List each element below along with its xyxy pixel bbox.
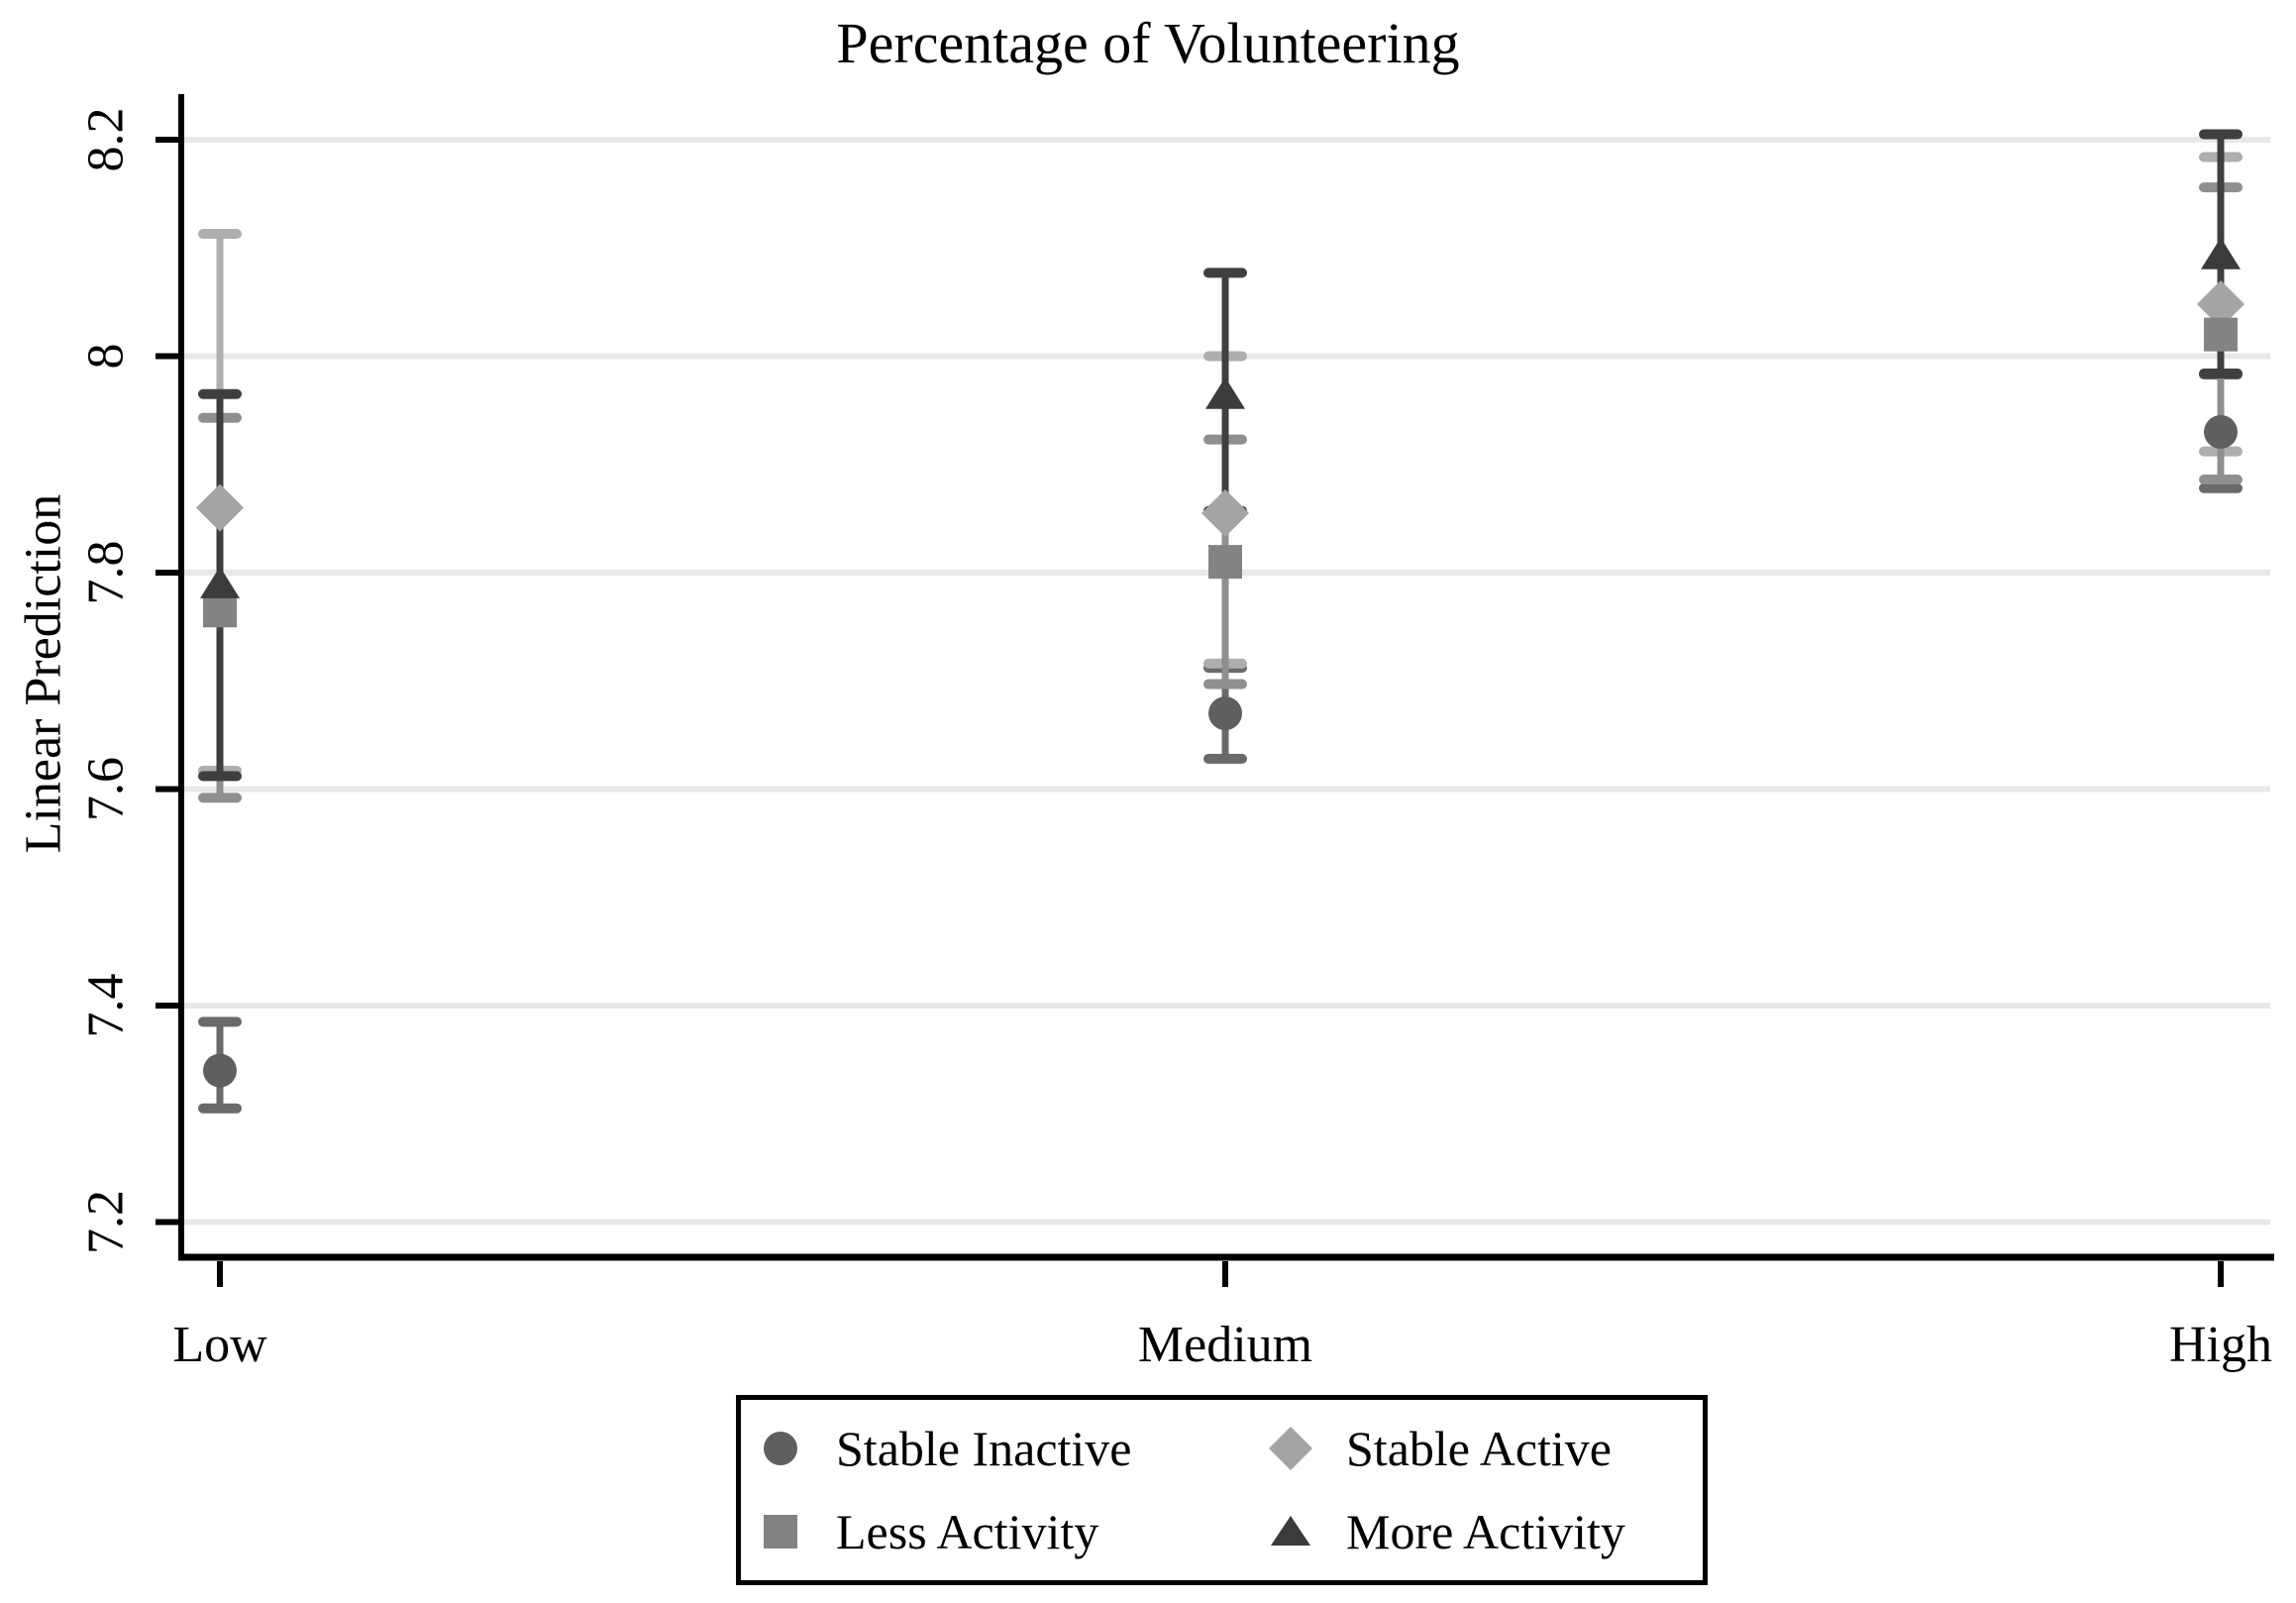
y-tick-label: 7.4 — [78, 974, 135, 1038]
y-tick-label: 8 — [78, 344, 135, 370]
legend-label: More Activity — [1346, 1504, 1625, 1559]
marker-triangle — [1205, 376, 1245, 409]
marker-diamond — [2197, 280, 2244, 329]
legend-item-more-activity: More Activity — [1269, 1490, 1703, 1573]
legend-item-stable-active: Stable Active — [1269, 1407, 1703, 1490]
legend: Stable Inactive Stable Active Less Activ… — [736, 1395, 1708, 1585]
marker-triangle — [2201, 237, 2241, 269]
legend-item-stable-inactive: Stable Inactive — [759, 1407, 1269, 1490]
square-marker-icon — [759, 1510, 802, 1553]
marker-diamond — [196, 483, 244, 532]
x-tick-label: Low — [172, 1317, 267, 1373]
marker-diamond — [1201, 488, 1249, 537]
marker-square — [203, 593, 237, 628]
marker-circle — [203, 1053, 237, 1088]
circle-marker-icon — [759, 1427, 802, 1470]
legend-label: Stable Inactive — [836, 1421, 1132, 1476]
legend-label: Less Activity — [836, 1504, 1099, 1559]
x-tick-label: Medium — [1138, 1317, 1312, 1373]
y-tick-label: 7.6 — [78, 757, 135, 821]
marker-circle — [2204, 414, 2238, 449]
marker-circle — [1208, 696, 1242, 731]
triangle-marker-icon — [1269, 1510, 1312, 1553]
legend-item-less-activity: Less Activity — [759, 1490, 1269, 1573]
y-tick-label: 7.2 — [78, 1190, 135, 1254]
x-tick-label: High — [2169, 1317, 2272, 1373]
chart-title: Percentage of Volunteering — [836, 11, 1460, 75]
marker-square — [2204, 317, 2238, 352]
marker-triangle — [200, 566, 240, 598]
y-tick-label: 7.8 — [78, 541, 135, 605]
legend-label: Stable Active — [1346, 1421, 1612, 1476]
marker-square — [1208, 545, 1242, 580]
y-tick-label: 8.2 — [78, 108, 135, 172]
diamond-marker-icon — [1269, 1427, 1312, 1470]
